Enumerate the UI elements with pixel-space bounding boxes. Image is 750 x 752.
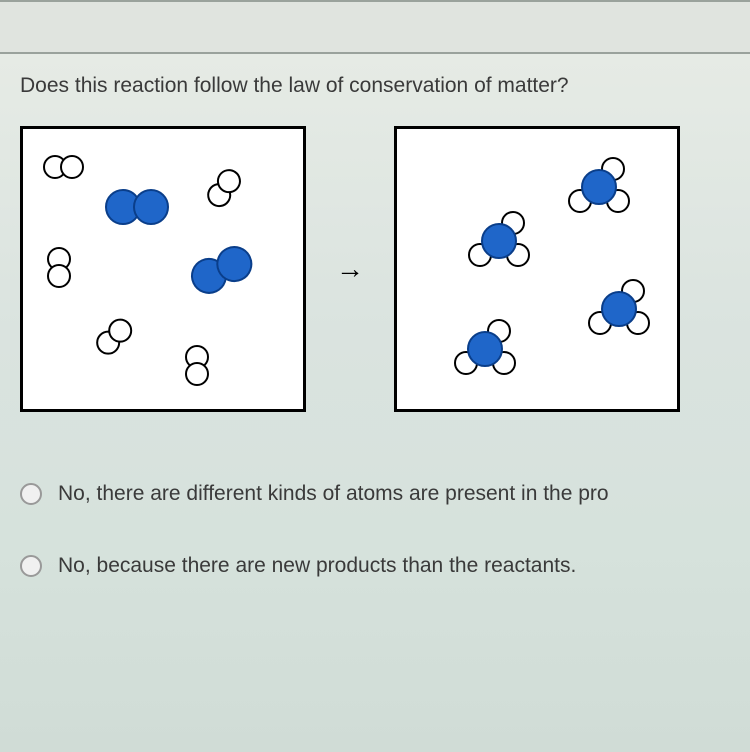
question-content: Does this reaction follow the law of con… <box>0 54 750 752</box>
option-1[interactable]: No, there are different kinds of atoms a… <box>20 482 730 506</box>
products-panel <box>394 126 680 412</box>
question-text: Does this reaction follow the law of con… <box>20 74 730 98</box>
app-window: Does this reaction follow the law of con… <box>0 0 750 750</box>
radio-icon[interactable] <box>20 483 42 505</box>
window-top-bar <box>0 2 750 54</box>
option-1-text: No, there are different kinds of atoms a… <box>58 482 609 506</box>
reaction-diagram: → <box>20 126 730 412</box>
reaction-arrow-box: → <box>320 253 380 285</box>
radio-icon[interactable] <box>20 555 42 577</box>
option-2-text: No, because there are new products than … <box>58 554 576 578</box>
answer-options: No, there are different kinds of atoms a… <box>20 482 730 578</box>
reactants-panel <box>20 126 306 412</box>
option-2[interactable]: No, because there are new products than … <box>20 554 730 578</box>
arrow-icon: → <box>336 253 364 285</box>
